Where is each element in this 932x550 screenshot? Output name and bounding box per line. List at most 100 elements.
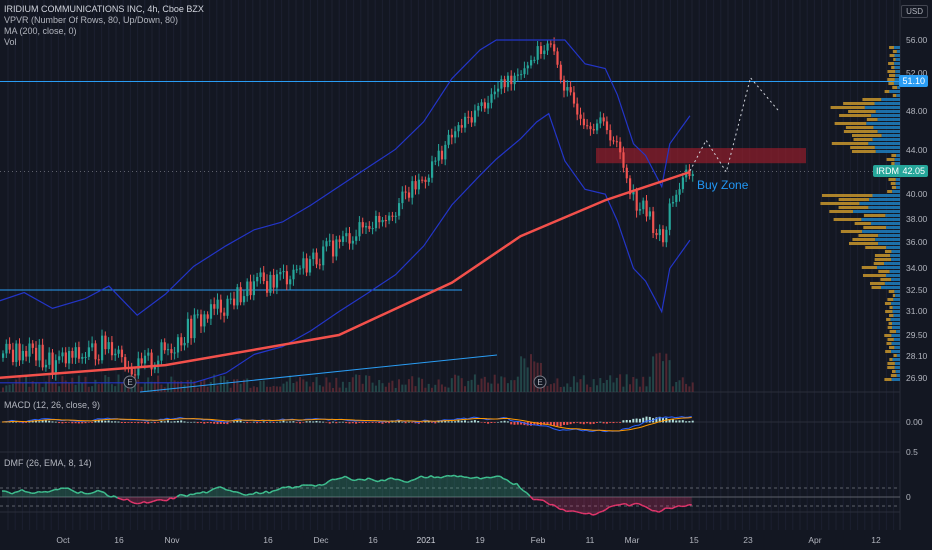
macd-histogram-bar: [35, 420, 37, 423]
candle-body: [209, 304, 213, 319]
dmf-line-segment: [476, 476, 481, 480]
macd-histogram-bar: [256, 422, 259, 424]
candle-body: [572, 92, 576, 104]
dmf-fill: [427, 475, 431, 497]
volume-bar: [167, 383, 169, 392]
volume-bar: [569, 386, 572, 392]
dmf-line-segment: [572, 510, 577, 513]
candle-body: [417, 179, 420, 190]
level-price-badge: 51.10: [899, 75, 928, 87]
macd-histogram-bar: [143, 422, 146, 424]
volume-bar: [470, 379, 473, 392]
volume-bar: [510, 380, 513, 392]
dmf-fill: [553, 497, 557, 507]
volume-bar: [256, 387, 259, 392]
dmf-fill: [299, 484, 303, 497]
dmf-fill: [592, 497, 596, 516]
dmf-fill: [470, 477, 474, 497]
legend-vol[interactable]: Vol: [4, 37, 17, 47]
dmf-legend[interactable]: DMF (26, EMA, 8, 14): [4, 458, 92, 468]
volume-bar: [622, 386, 625, 392]
volume-bar: [473, 374, 476, 392]
vpvr-bar-down: [887, 190, 893, 193]
currency-button[interactable]: USD: [901, 5, 928, 18]
dmf-fill: [665, 497, 669, 509]
dmf-fill: [374, 480, 379, 497]
dmf-fill: [318, 484, 323, 497]
macd-histogram-bar: [500, 421, 503, 423]
dmf-fill: [563, 497, 567, 512]
candle-body: [431, 161, 434, 178]
macd-histogram-bar: [120, 422, 123, 424]
candle-body: [553, 44, 556, 52]
dmf-fill: [282, 487, 286, 497]
candle-body: [11, 349, 15, 363]
price-tick-label: 32.50: [906, 285, 928, 295]
candle-body: [236, 287, 239, 306]
dmf-line-segment: [245, 493, 250, 496]
macd-histogram-bar: [246, 422, 249, 424]
vpvr-bar-down: [862, 274, 886, 277]
vpvr-bar-down: [889, 74, 896, 77]
vpvr-bar-down: [893, 354, 897, 357]
chart-legend: IRIDIUM COMMUNICATIONS INC, 4h, Cboe BZX…: [4, 4, 204, 48]
x-tick-label: 16: [368, 535, 378, 545]
dmf-line-segment: [381, 479, 385, 482]
volume-bar: [107, 376, 110, 392]
candle-body: [269, 274, 272, 293]
dmf-line-segment: [602, 508, 607, 512]
candle-body: [391, 215, 394, 217]
candle-body: [510, 75, 513, 85]
candle-body: [8, 343, 11, 350]
volume-bar: [384, 386, 387, 392]
vpvr-bar-up: [895, 58, 900, 61]
macd-histogram-bar: [54, 421, 57, 423]
dmf-line-segment: [209, 488, 214, 492]
candle-body: [28, 343, 31, 357]
dmf-line-segment: [542, 499, 547, 504]
volume-bar: [315, 377, 318, 392]
vpvr-bar-up: [896, 374, 900, 377]
legend-ma[interactable]: MA (200, close, 0): [4, 26, 77, 36]
volume-bar: [662, 361, 664, 392]
vpvr-bar-up: [890, 254, 900, 257]
candle-body: [282, 271, 285, 273]
volume-bar: [596, 385, 598, 392]
volume-bar: [285, 381, 288, 392]
vpvr-bar-up: [897, 86, 900, 89]
volume-bar: [183, 384, 186, 392]
macd-histogram-bar: [447, 421, 450, 423]
vpvr-bar-down: [852, 238, 876, 241]
candle-body: [361, 222, 364, 228]
vpvr-bar-down: [862, 98, 882, 101]
macd-histogram-bar: [322, 421, 325, 423]
vpvr-bar-up: [866, 122, 900, 125]
vpvr-bar-down: [830, 106, 865, 109]
vpvr-bar-up: [896, 94, 900, 97]
macd-histogram-bar: [691, 420, 694, 423]
dmf-line-segment: [585, 512, 590, 515]
macd-histogram-bar: [71, 422, 74, 424]
vpvr-bar-up: [871, 114, 900, 117]
vpvr-bar-up: [894, 66, 900, 69]
macd-legend[interactable]: MACD (12, 26, close, 9): [4, 400, 101, 410]
legend-vpvr[interactable]: VPVR (Number Of Rows, 80, Up/Down, 80): [4, 15, 179, 25]
macd-histogram-bar: [596, 422, 598, 423]
dmf-line-segment: [344, 475, 349, 479]
vpvr-bar-up: [862, 230, 900, 233]
vpvr-bar-down: [888, 82, 894, 85]
candle-body: [157, 360, 160, 367]
candle-body: [272, 274, 275, 288]
candle-body: [328, 240, 331, 242]
candle-body: [186, 318, 189, 343]
x-tick-label: 11: [586, 535, 595, 545]
candle-body: [31, 343, 34, 348]
macd-histogram-bar: [371, 422, 374, 423]
macd-histogram-bar: [559, 422, 562, 427]
vpvr-bar-down: [891, 66, 895, 69]
dmf-fill: [638, 497, 643, 506]
dmf-line-segment: [47, 490, 52, 493]
volume-bar: [325, 377, 328, 392]
